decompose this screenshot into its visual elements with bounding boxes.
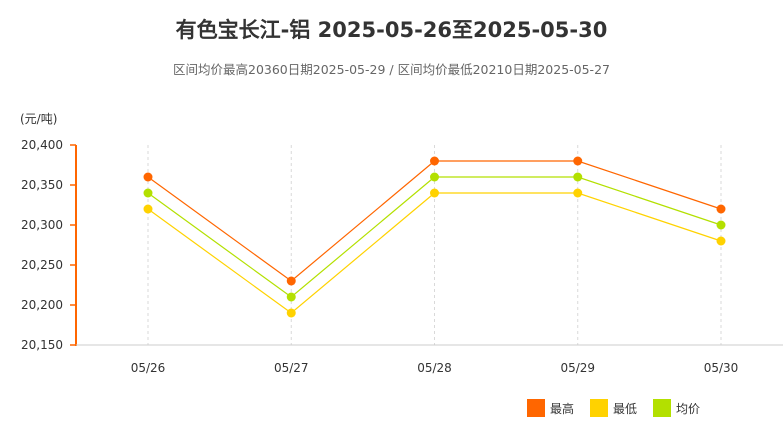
x-tick-label: 05/26	[131, 361, 166, 375]
legend-label[interactable]: 最低	[613, 402, 637, 416]
chart-title: 有色宝长江-铝 2025-05-26至2025-05-30	[175, 18, 608, 42]
y-tick-label: 20,200	[21, 298, 63, 312]
y-tick-label: 20,300	[21, 218, 63, 232]
data-point[interactable]	[573, 188, 583, 198]
legend-swatch[interactable]	[653, 399, 671, 417]
data-point[interactable]	[430, 172, 439, 182]
legend-label[interactable]: 最高	[550, 401, 574, 416]
x-tick-label: 05/27	[274, 361, 309, 375]
data-point[interactable]	[716, 220, 726, 230]
x-tick-label: 05/28	[417, 361, 452, 375]
legend-swatch[interactable]	[590, 399, 608, 417]
x-tick-label: 05/30	[704, 361, 739, 375]
data-point[interactable]	[430, 188, 439, 198]
data-point[interactable]	[430, 156, 439, 166]
data-point[interactable]	[573, 172, 583, 182]
y-axis: 20,400 20,350 20,300 20,250 20,200 20,150	[21, 138, 77, 352]
legend-label[interactable]: 均价	[676, 402, 700, 416]
y-axis-unit: (元/吨)	[20, 112, 57, 126]
data-point[interactable]	[286, 292, 296, 302]
y-tick-label: 20,250	[21, 258, 63, 272]
data-point[interactable]	[143, 172, 153, 182]
chart-subtitle: 区间均价最高20360日期2025-05-29 / 区间均价最低20210日期2…	[173, 62, 610, 77]
data-point[interactable]	[716, 204, 726, 214]
x-axis: 05/26 05/27 05/28 05/29 05/30	[76, 344, 783, 375]
y-tick-label: 20,150	[21, 338, 63, 352]
series-group	[143, 156, 726, 318]
legend-swatch[interactable]	[527, 399, 545, 417]
data-point[interactable]	[286, 308, 296, 318]
y-tick-label: 20,350	[21, 178, 63, 192]
data-point[interactable]	[143, 188, 153, 198]
data-point[interactable]	[716, 236, 726, 246]
y-tick-label: 20,400	[21, 138, 63, 152]
data-point[interactable]	[573, 156, 583, 166]
data-point[interactable]	[143, 204, 153, 214]
legend[interactable]: 最高 最低 均价	[527, 399, 700, 417]
x-tick-label: 05/29	[560, 361, 595, 375]
data-point[interactable]	[286, 276, 296, 286]
